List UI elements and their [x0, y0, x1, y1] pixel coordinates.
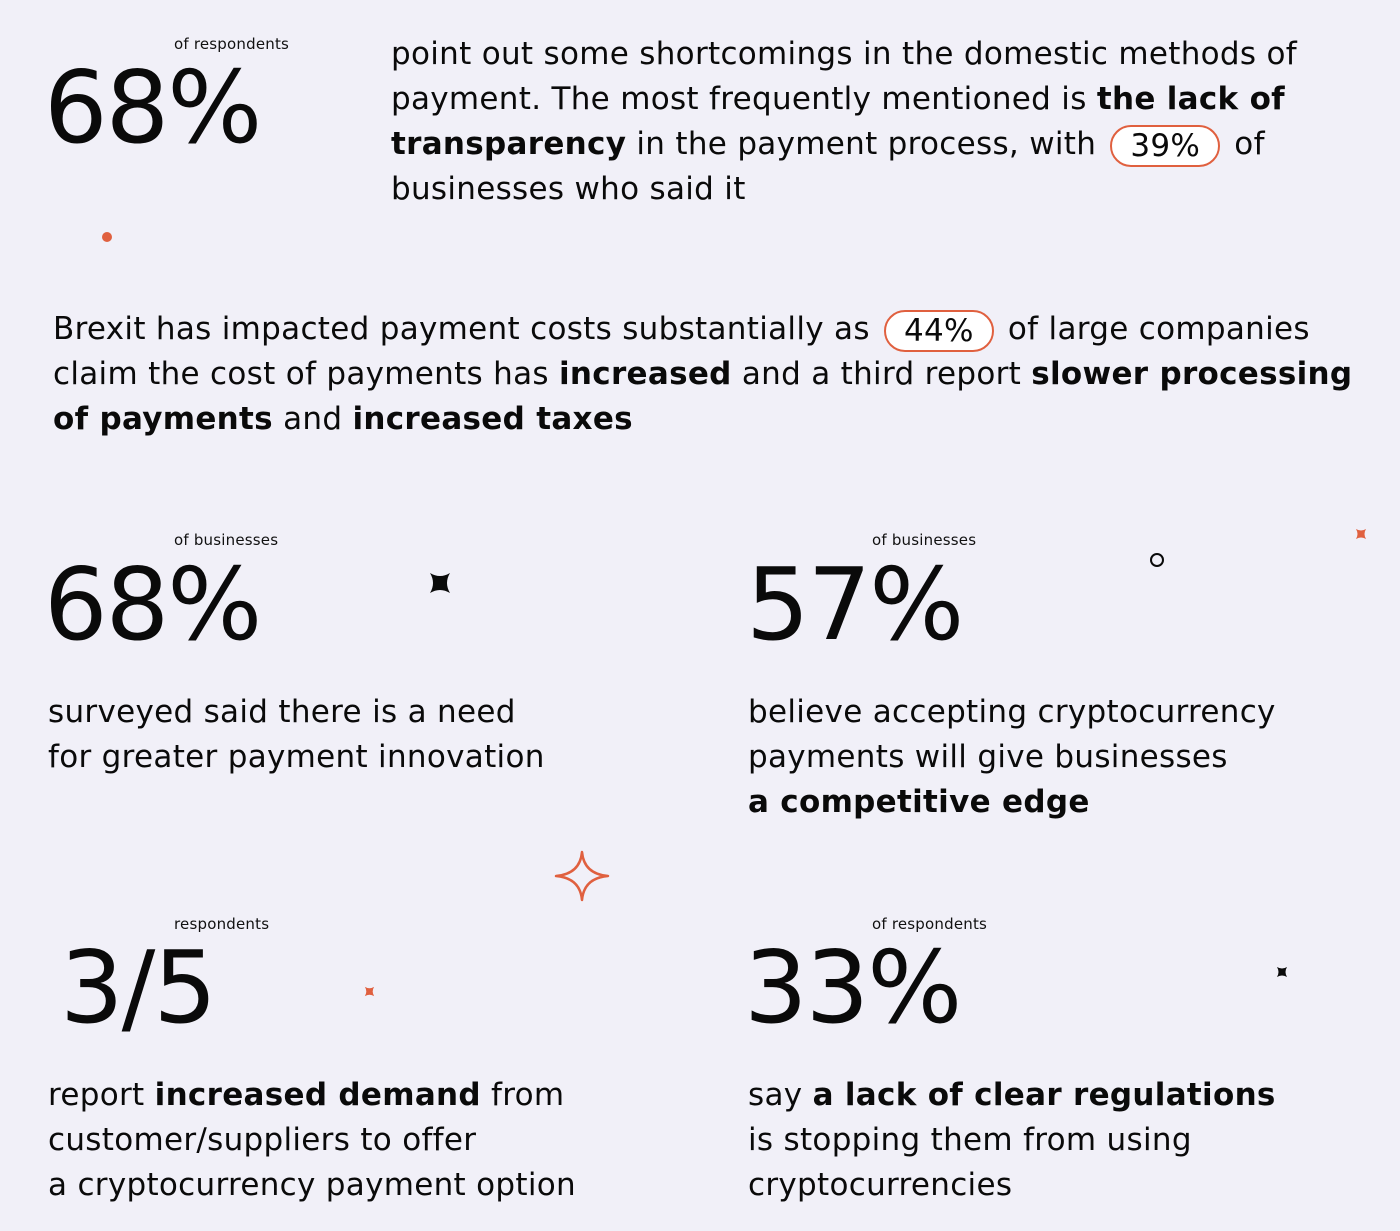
stat1-caption: of respondents — [174, 35, 290, 53]
stat4-caption: respondents — [174, 915, 270, 933]
stat5-caption: of respondents — [872, 915, 988, 933]
stat5-description: say a lack of clear regulations is stopp… — [748, 1073, 1388, 1208]
stat5-text: say — [748, 1077, 813, 1113]
brexit-paragraph: Brexit has impacted payment costs substa… — [53, 307, 1383, 442]
stat4-highlight: increased demand — [154, 1077, 481, 1113]
stat1-text: of businesses who said it — [391, 126, 1265, 207]
stat2-caption: of businesses — [174, 531, 279, 549]
stat2-line: surveyed said there is a need — [48, 694, 516, 730]
stat1-text: point out some shortcomings in the domes… — [391, 36, 1297, 117]
stat1-description: point out some shortcomings in the domes… — [391, 32, 1381, 212]
stat3-description: believe accepting cryptocurrency payment… — [748, 690, 1368, 825]
stat1-value: 68% — [44, 49, 262, 166]
brexit-text: and a third report — [731, 356, 1032, 392]
stat4-line: report increased demand from — [48, 1073, 708, 1118]
brexit-pill: 44% — [883, 309, 994, 352]
dot-icon — [102, 232, 112, 242]
stat5-line: is stopping them from using — [748, 1122, 1192, 1158]
brexit-highlight: increased taxes — [352, 401, 633, 437]
stat5-value: 33% — [744, 929, 962, 1046]
sparkle-tiny-dark-icon — [1276, 966, 1288, 978]
circle-outline-icon — [1150, 553, 1164, 567]
stat4-line: a cryptocurrency payment option — [48, 1167, 576, 1203]
stat1-highlight: the lack of transparency — [391, 81, 1285, 162]
brexit-text: Brexit has impacted payment costs substa… — [53, 311, 880, 347]
stat4-description: report increased demand from customer/su… — [48, 1073, 708, 1208]
sparkle-small-icon — [1355, 528, 1367, 540]
stat3-value: 57% — [746, 546, 964, 663]
brexit-highlight: slower processing of payments — [53, 356, 1353, 437]
stat3-line: payments will give businesses — [748, 739, 1228, 775]
brexit-text: and — [272, 401, 353, 437]
brexit-text: of large companies claim the cost of pay… — [53, 311, 1310, 392]
stat3-highlight: a competitive edge — [748, 784, 1090, 820]
stat4-text: from — [480, 1077, 565, 1113]
stat1-text: in the payment process, with — [626, 126, 1107, 162]
brexit-highlight: increased — [559, 356, 732, 392]
stat5-line: say a lack of clear regulations — [748, 1073, 1388, 1118]
stat5-highlight: a lack of clear regulations — [812, 1077, 1276, 1113]
stat2-description: surveyed said there is a need for greate… — [48, 690, 668, 780]
sparkle-outline-icon — [554, 850, 610, 902]
sparkle-tiny-icon — [364, 986, 375, 997]
stat4-value: 3/5 — [60, 929, 217, 1046]
stat3-caption: of businesses — [872, 531, 977, 549]
stat4-line: customer/suppliers to offer — [48, 1122, 477, 1158]
stat2-value: 68% — [44, 546, 262, 663]
stat3-line: believe accepting cryptocurrency — [748, 694, 1276, 730]
sparkle-filled-icon — [428, 571, 452, 595]
stat5-line: cryptocurrencies — [748, 1167, 1013, 1203]
stat1-pill: 39% — [1110, 124, 1221, 167]
stat2-line: for greater payment innovation — [48, 739, 545, 775]
stat4-text: report — [48, 1077, 155, 1113]
